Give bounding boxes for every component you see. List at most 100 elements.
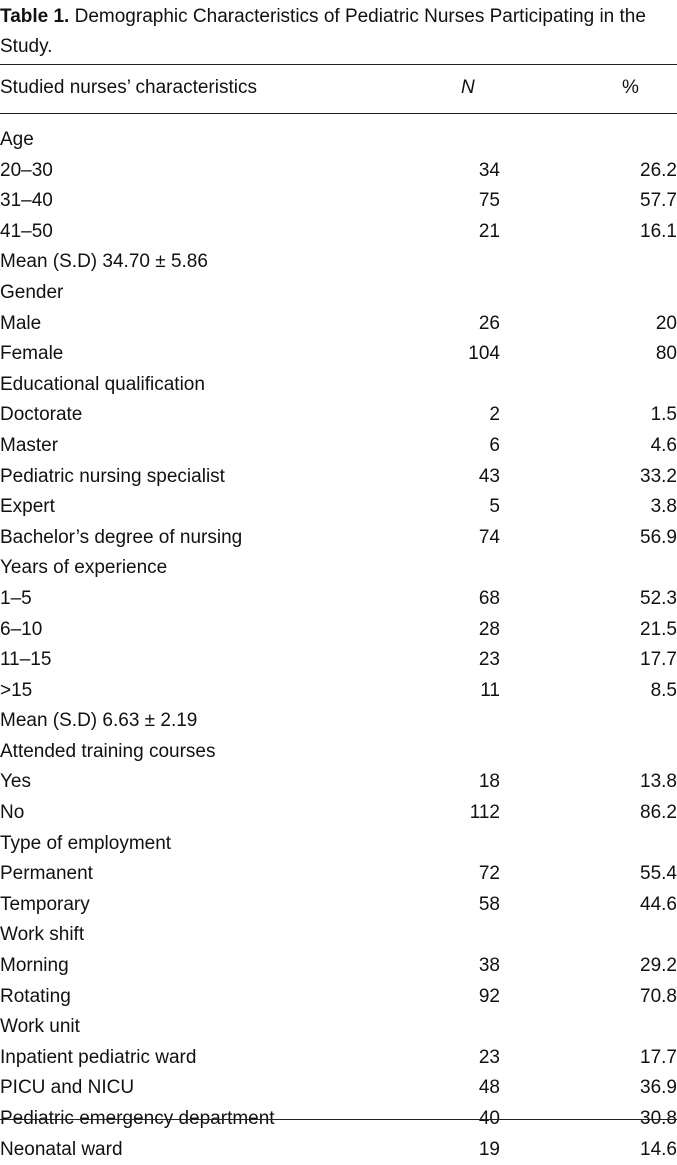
table-top-rule bbox=[0, 64, 677, 65]
table-caption-label: Table 1. bbox=[0, 6, 70, 27]
row-percent: 17.7 bbox=[640, 1046, 677, 1068]
table-row: Yes 18 13.8 bbox=[0, 767, 677, 798]
table-row: 41–50 21 16.1 bbox=[0, 217, 677, 248]
row-label: Mean (S.D) 6.63 ± 2.19 bbox=[0, 710, 198, 732]
row-n: 104 bbox=[468, 343, 500, 365]
table-row: Educational qualification bbox=[0, 370, 677, 401]
table-body: Age 20–30 34 26.2 31–40 75 57.7 41–50 21 16.1 Mean… bbox=[0, 125, 677, 1165]
row-n: 19 bbox=[478, 1138, 500, 1160]
row-label: Morning bbox=[0, 955, 69, 977]
row-percent: 29.2 bbox=[640, 955, 677, 977]
row-label: Mean (S.D) 34.70 ± 5.86 bbox=[0, 251, 208, 273]
row-label: Work unit bbox=[0, 1016, 80, 1038]
row-label: 1–5 bbox=[0, 587, 32, 609]
table-row: Mean (S.D) 6.63 ± 2.19 bbox=[0, 706, 677, 737]
row-label: 6–10 bbox=[0, 618, 43, 640]
row-percent: 21.5 bbox=[640, 618, 677, 640]
table-row: Work shift bbox=[0, 920, 677, 951]
table-row: Inpatient pediatric ward 23 17.7 bbox=[0, 1043, 677, 1074]
row-percent: 26.2 bbox=[640, 159, 677, 181]
row-n: 23 bbox=[478, 1046, 500, 1068]
table-row: Age bbox=[0, 125, 677, 156]
table-row: Male 26 20 bbox=[0, 309, 677, 340]
row-label: 11–15 bbox=[0, 649, 52, 671]
row-percent: 33.2 bbox=[640, 465, 677, 487]
row-label: Male bbox=[0, 312, 42, 334]
table-row: Temporary 58 44.6 bbox=[0, 890, 677, 921]
row-label: Rotating bbox=[0, 985, 71, 1007]
row-label: 41–50 bbox=[0, 220, 53, 242]
table-row: Pediatric nursing specialist 43 33.2 bbox=[0, 462, 677, 493]
row-n: 2 bbox=[489, 404, 500, 426]
table-row: Attended training courses bbox=[0, 737, 677, 768]
row-percent: 4.6 bbox=[650, 434, 677, 456]
table-row: Master 6 4.6 bbox=[0, 431, 677, 462]
table-row: Expert 5 3.8 bbox=[0, 492, 677, 523]
row-n: 43 bbox=[478, 465, 500, 487]
table-row: Work unit bbox=[0, 1012, 677, 1043]
row-percent: 14.6 bbox=[640, 1138, 677, 1160]
row-percent: 56.9 bbox=[640, 526, 677, 548]
row-percent: 17.7 bbox=[640, 649, 677, 671]
header-percent: % bbox=[622, 77, 639, 98]
table-header-rule bbox=[0, 113, 677, 114]
row-label: Bachelor’s degree of nursing bbox=[0, 526, 243, 548]
row-label: Inpatient pediatric ward bbox=[0, 1046, 197, 1068]
table-row: Years of experience bbox=[0, 553, 677, 584]
row-n: 48 bbox=[478, 1077, 500, 1099]
row-label: Master bbox=[0, 434, 59, 456]
header-n: N bbox=[461, 77, 475, 98]
row-percent: 30.8 bbox=[640, 1108, 677, 1129]
table-row: Rotating 92 70.8 bbox=[0, 982, 677, 1013]
row-label: Gender bbox=[0, 281, 64, 303]
table-bottom-rule bbox=[0, 1119, 677, 1120]
row-label: Attended training courses bbox=[0, 740, 216, 762]
row-label: Pediatric emergency department bbox=[0, 1108, 275, 1129]
row-n: 68 bbox=[478, 587, 500, 609]
row-label: Temporary bbox=[0, 893, 90, 915]
table-caption: Table 1. Demographic Characteristics of … bbox=[0, 2, 677, 62]
row-percent: 70.8 bbox=[640, 985, 677, 1007]
row-percent: 55.4 bbox=[640, 863, 677, 885]
row-percent: 13.8 bbox=[640, 771, 677, 793]
row-percent: 80 bbox=[655, 343, 677, 365]
row-label: >15 bbox=[0, 679, 33, 701]
row-label: Yes bbox=[0, 771, 31, 793]
row-percent: 44.6 bbox=[640, 893, 677, 915]
row-n: 11 bbox=[480, 679, 500, 701]
row-n: 72 bbox=[478, 863, 500, 885]
table-row: 11–15 23 17.7 bbox=[0, 645, 677, 676]
row-label: Pediatric nursing specialist bbox=[0, 465, 225, 487]
table-row: Mean (S.D) 34.70 ± 5.86 bbox=[0, 247, 677, 278]
table-row: Female 104 80 bbox=[0, 339, 677, 370]
row-label: Doctorate bbox=[0, 404, 83, 426]
row-n: 75 bbox=[478, 190, 500, 212]
table-row: Doctorate 2 1.5 bbox=[0, 400, 677, 431]
row-percent: 52.3 bbox=[640, 587, 677, 609]
table-row: >15 11 8.5 bbox=[0, 676, 677, 707]
row-n: 38 bbox=[478, 955, 500, 977]
row-label: Years of experience bbox=[0, 557, 168, 579]
table-row: Pediatric emergency department 40 30.8 bbox=[0, 1104, 677, 1135]
row-n: 18 bbox=[478, 771, 500, 793]
row-percent: 8.5 bbox=[650, 679, 677, 701]
table-row: 1–5 68 52.3 bbox=[0, 584, 677, 615]
row-n: 74 bbox=[478, 526, 500, 548]
table-row: Morning 38 29.2 bbox=[0, 951, 677, 982]
row-label: 31–40 bbox=[0, 190, 53, 212]
row-n: 28 bbox=[478, 618, 500, 640]
table-row: 31–40 75 57.7 bbox=[0, 186, 677, 217]
row-n: 40 bbox=[478, 1108, 500, 1129]
row-percent: 3.8 bbox=[650, 496, 677, 518]
table-caption-text: Demographic Characteristics of Pediatric… bbox=[0, 6, 646, 57]
row-label: Neonatal ward bbox=[0, 1138, 123, 1160]
row-label: PICU and NICU bbox=[0, 1077, 135, 1099]
row-n: 34 bbox=[478, 159, 500, 181]
row-n: 92 bbox=[478, 985, 500, 1007]
table-row: Neonatal ward 19 14.6 bbox=[0, 1135, 677, 1165]
table-row: Permanent 72 55.4 bbox=[0, 859, 677, 890]
row-percent: 36.9 bbox=[640, 1077, 677, 1099]
table-row: PICU and NICU 48 36.9 bbox=[0, 1073, 677, 1104]
row-n: 26 bbox=[478, 312, 500, 334]
table-row: 6–10 28 21.5 bbox=[0, 615, 677, 646]
